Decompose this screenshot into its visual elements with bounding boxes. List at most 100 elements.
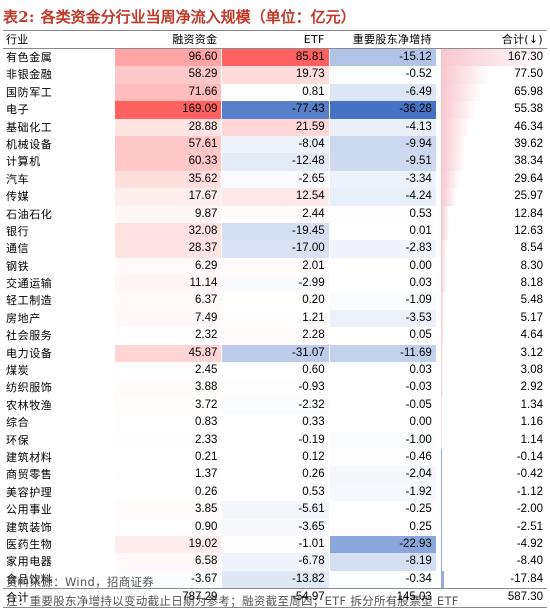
total-value: 65.98 (439, 83, 547, 102)
rzzj-value: 28.88 (114, 118, 222, 136)
rzzj-value-text: 2.32 (195, 329, 218, 342)
gd-value: -4.24 (328, 188, 436, 206)
total-value-text: 55.38 (514, 103, 544, 116)
rzzj-value: 1.37 (114, 466, 222, 484)
etf-value-text: -5.61 (298, 503, 325, 516)
etf-value: -77.43 (221, 101, 329, 119)
gd-value-text: -2.04 (405, 468, 432, 481)
etf-value-text: -19.45 (292, 224, 325, 237)
table-row: 美容护理 0.26 0.53 -1.92 -1.12 (3, 483, 547, 502)
gd-value: -0.46 (328, 448, 436, 467)
total-data-bar (440, 570, 444, 589)
rzzj-value-text: 28.37 (188, 242, 218, 255)
rzzj-value-text: -3.67 (191, 572, 218, 585)
gd-value-text: -11.69 (400, 346, 432, 359)
rzzj-value: 0.83 (114, 414, 222, 432)
gd-value: -8.19 (328, 553, 436, 571)
total-value: -0.42 (439, 466, 547, 484)
table-title: 表2: 各类资金分行业当周净流入规模（单位：亿元） (3, 3, 547, 29)
gd-value: -2.04 (328, 466, 436, 484)
table-header-row: 行业 融资资金 ETF 重要股东净增持 合计(↓) (3, 31, 547, 49)
total-data-bar (440, 275, 446, 293)
rzzj-value: 787.29 (114, 589, 221, 607)
rzzj-value: 6.29 (114, 257, 222, 276)
gd-value-text: -22.93 (399, 537, 432, 550)
industry-name: 轻工制造 (6, 294, 53, 308)
total-value-text: 3.08 (520, 364, 544, 377)
total-value: -2.00 (439, 501, 547, 519)
etf-value-text: 1.21 (302, 311, 325, 324)
etf-value: 0.53 (221, 483, 329, 502)
total-value: 46.34 (439, 118, 547, 136)
rzzj-value-text: 11.14 (189, 277, 218, 290)
total-data-bar (440, 431, 442, 449)
gd-value-text: 0.00 (409, 259, 432, 272)
rzzj-value: 0.90 (114, 518, 222, 536)
gd-value: -9.51 (328, 153, 436, 171)
etf-value: 2.28 (221, 327, 329, 345)
etf-value-text: -0.93 (298, 381, 325, 394)
rzzj-value: 96.60 (114, 49, 222, 67)
rzzj-value-text: 6.37 (195, 294, 218, 307)
etf-value: 0.26 (221, 466, 329, 484)
total-data-bar (440, 101, 476, 119)
total-value-text: -0.42 (516, 468, 544, 481)
gd-value-text: -9.94 (405, 137, 432, 150)
etf-value-text: -8.04 (298, 137, 325, 150)
gd-value: 0.53 (328, 205, 436, 223)
etf-value: -1.01 (221, 535, 329, 554)
gd-value-text: -2.83 (405, 242, 432, 255)
rzzj-value-text: 35.62 (188, 172, 218, 185)
rzzj-value: 71.66 (114, 83, 222, 102)
rzzj-value-text: 1.37 (195, 468, 218, 481)
total-value: 12.84 (439, 205, 547, 223)
total-value: 167.30 (439, 49, 548, 67)
total-data-bar (440, 118, 471, 136)
industry-name: 煤炭 (6, 364, 30, 378)
etf-value: -0.93 (221, 379, 329, 397)
total-value: 77.50 (439, 66, 547, 84)
total-value-text: 3.12 (520, 346, 544, 359)
total-value: -1.12 (439, 483, 547, 502)
etf-value: 2.44 (221, 205, 329, 223)
table-row: 商贸零售 1.37 0.26 -2.04 -0.42 (3, 466, 547, 484)
rzzj-value: 6.37 (114, 292, 222, 310)
total-value: 38.34 (439, 153, 547, 171)
rzzj-value-text: 57.61 (188, 137, 218, 150)
gd-value-text: 0.01 (409, 224, 432, 237)
etf-value-text: 2.44 (302, 207, 325, 220)
etf-value: 0.81 (221, 83, 329, 102)
gd-value-text: -145.03 (392, 591, 432, 604)
gd-value-text: 0.03 (409, 364, 432, 377)
etf-value: -13.82 (221, 570, 329, 589)
rzzj-value-text: 96.60 (188, 51, 218, 63)
gd-value: -3.53 (328, 309, 436, 328)
table-row: 电力设备 45.87 -31.07 -11.69 3.12 (3, 344, 547, 363)
etf-value: 19.73 (221, 66, 329, 84)
gd-value-text: -1.92 (405, 485, 432, 498)
table-row: 建筑材料 0.21 0.12 -0.46 -0.14 (3, 448, 547, 467)
industry-name: 建筑装饰 (6, 520, 53, 534)
table-row: 公用事业 3.85 -5.61 -0.25 -2.00 (3, 501, 547, 519)
industry-name: 石油石化 (6, 207, 53, 221)
industry-name: 有色金属 (6, 51, 53, 64)
etf-value: -2.32 (221, 396, 329, 415)
rzzj-value-text: 7.49 (195, 311, 218, 324)
total-data-bar (440, 153, 466, 171)
gd-value-text: -0.46 (405, 450, 432, 463)
rzzj-value: 2.33 (114, 431, 222, 449)
industry-name: 房地产 (6, 311, 41, 325)
gd-value: -22.93 (328, 535, 436, 554)
rzzj-value-text: 45.87 (188, 346, 218, 359)
etf-value: 21.59 (221, 118, 329, 136)
etf-value: -19.45 (221, 222, 329, 241)
header-total-sort[interactable]: 合计(↓) (439, 31, 547, 48)
rzzj-value-text: 2.33 (195, 433, 218, 446)
industry-name: 机械设备 (6, 137, 53, 151)
total-value-text: 38.34 (514, 155, 544, 168)
rzzj-value-text: 28.88 (188, 120, 218, 133)
total-data-bar (440, 205, 449, 223)
rzzj-value: 19.02 (114, 535, 222, 554)
industry-name: 综合 (6, 416, 30, 430)
etf-value: 0.20 (221, 292, 329, 310)
